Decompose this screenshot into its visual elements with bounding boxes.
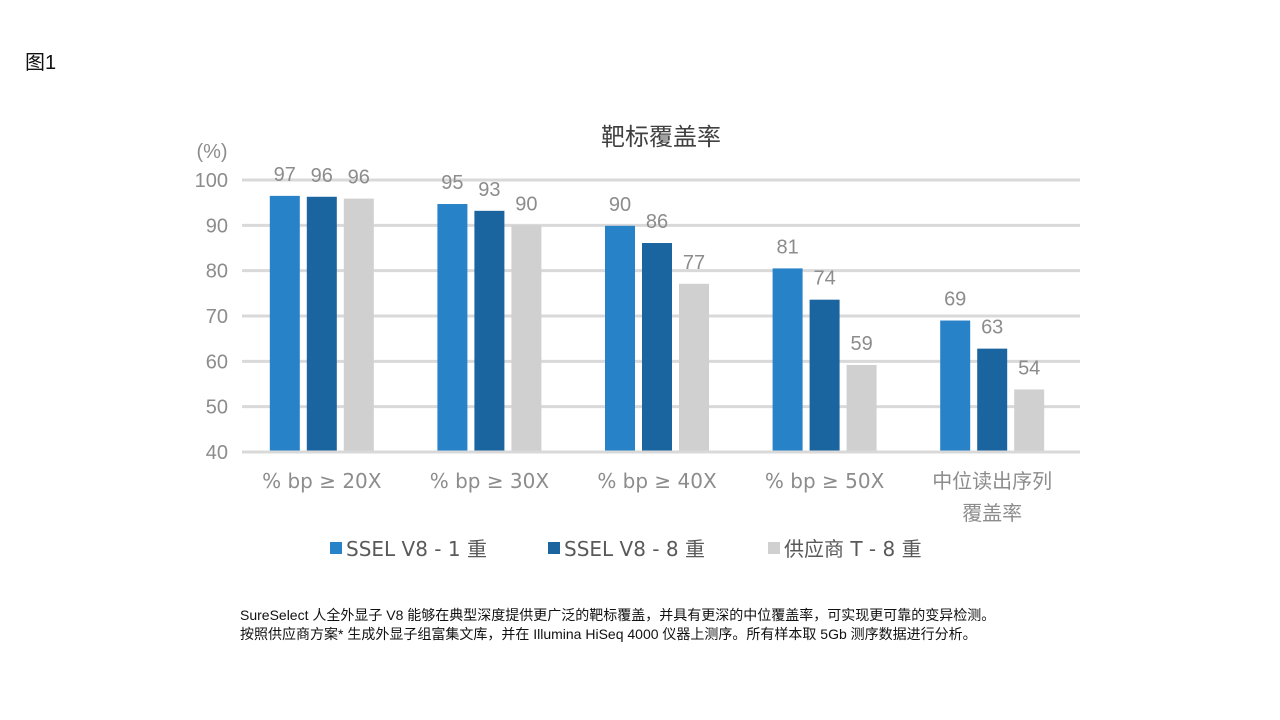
y-axis-label: (%) (196, 141, 227, 163)
bar (306, 196, 337, 451)
bar (269, 195, 300, 451)
bar (605, 225, 635, 451)
data-label: 59 (850, 333, 872, 355)
data-label: 93 (478, 179, 500, 201)
data-label: 96 (311, 165, 333, 187)
data-label: 97 (274, 164, 296, 186)
legend-label: 供应商 T - 8 重 (784, 537, 922, 561)
bar (940, 320, 971, 451)
x-tick-label: 覆盖率 (962, 501, 1022, 525)
legend-swatch (548, 542, 560, 554)
y-tick-label: 70 (206, 306, 228, 328)
bar-chart: 靶标覆盖率 (%) 40 50 60 70 80 90 100 97 96 96 95 93 90 90… (195, 123, 1080, 561)
legend-label: SSEL V8 - 1 重 (346, 537, 487, 561)
y-tick-label: 50 (206, 397, 228, 419)
bar (474, 210, 505, 451)
data-label: 90 (609, 194, 631, 216)
legend-label: SSEL V8 - 8 重 (564, 537, 705, 561)
data-label: 69 (944, 289, 966, 311)
bar (977, 348, 1008, 451)
data-label: 54 (1018, 357, 1040, 379)
bar (642, 243, 672, 451)
data-label: 77 (683, 252, 705, 274)
chart-title: 靶标覆盖率 (601, 123, 721, 151)
x-tick-label: % bp ≥ 40X (597, 469, 717, 493)
bar (511, 225, 542, 451)
legend-swatch (330, 542, 342, 554)
y-tick-label: 40 (206, 442, 228, 464)
caption-line-2: 按照供应商方案* 生成外显子组富集文库，并在 Illumina HiSeq 40… (240, 626, 977, 642)
legend-item: 供应商 T - 8 重 (768, 537, 922, 561)
x-tick-label: 中位读出序列 (932, 469, 1052, 493)
data-label: 86 (646, 211, 668, 233)
y-tick-label: 80 (206, 261, 228, 283)
bar (343, 198, 374, 451)
bar (679, 283, 709, 451)
y-tick-label: 60 (206, 351, 228, 373)
data-label: 81 (776, 236, 798, 258)
bar (809, 299, 840, 451)
data-label: 90 (515, 193, 537, 215)
y-tick-label: 90 (206, 215, 228, 237)
bar (846, 364, 877, 451)
data-label: 95 (441, 172, 463, 194)
bar (437, 204, 468, 451)
data-label: 74 (813, 268, 835, 290)
bar (1014, 389, 1045, 451)
bar (772, 268, 803, 451)
legend-swatch (768, 542, 780, 554)
x-tick-label: % bp ≥ 50X (765, 469, 885, 493)
x-tick-label: % bp ≥ 20X (262, 469, 382, 493)
data-label: 96 (348, 167, 370, 189)
legend-item: SSEL V8 - 8 重 (548, 537, 705, 561)
figure-label: 图1 (25, 52, 57, 74)
x-tick-label: % bp ≥ 30X (430, 469, 550, 493)
legend-item: SSEL V8 - 1 重 (330, 537, 487, 561)
figure-caption: SureSelect 人全外显子 V8 能够在典型深度提供更广泛的靶标覆盖，并具… (240, 606, 995, 644)
caption-line-1: SureSelect 人全外显子 V8 能够在典型深度提供更广泛的靶标覆盖，并具… (240, 607, 996, 623)
data-label: 63 (981, 317, 1003, 339)
y-tick-label: 100 (195, 170, 228, 192)
